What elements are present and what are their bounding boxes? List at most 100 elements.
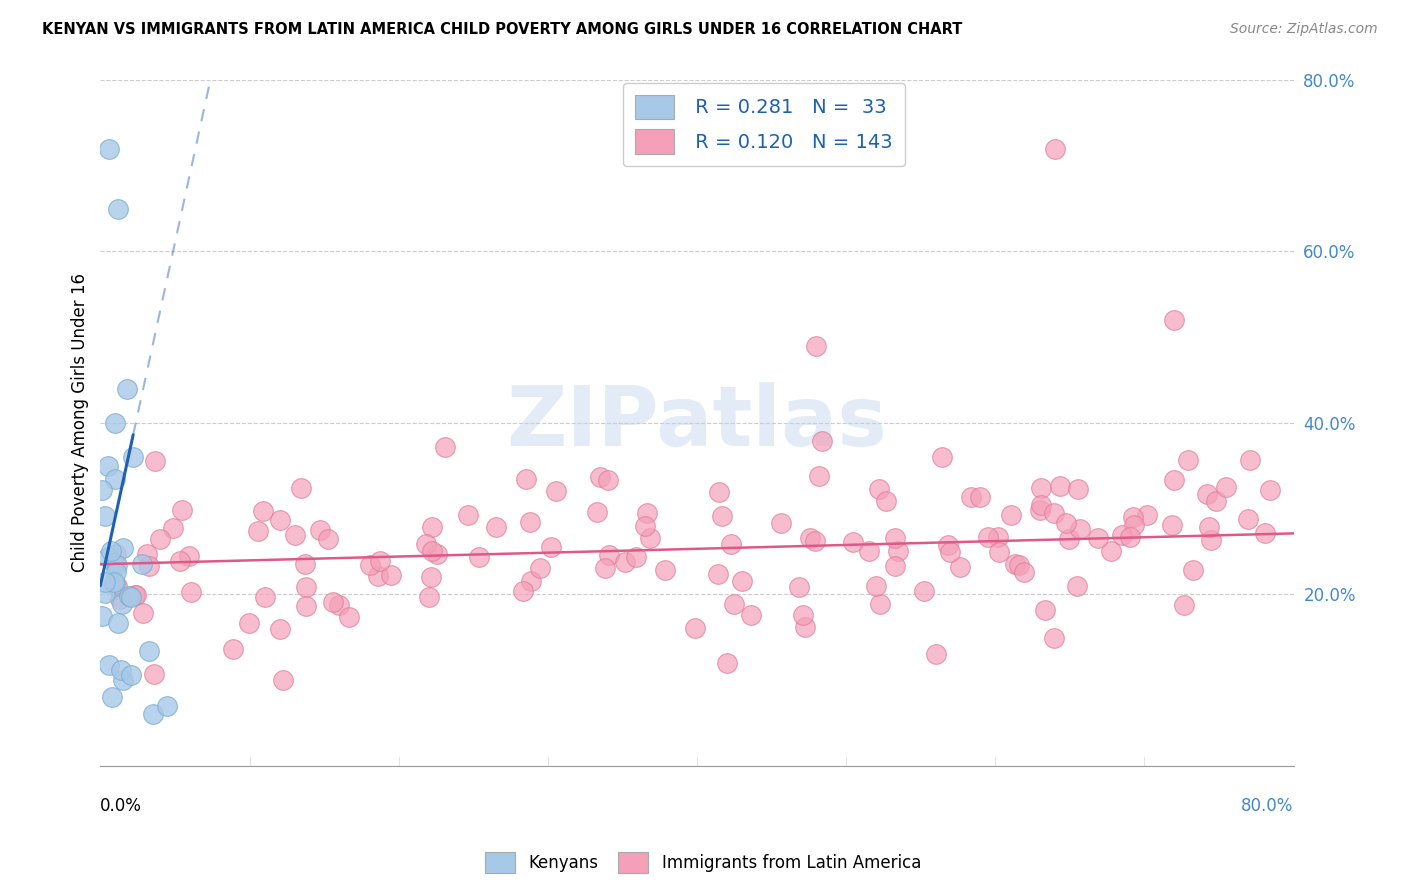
Point: [156, 698, 179, 713]
Point: [1099, 543, 1122, 558]
Point: [1033, 603, 1056, 617]
Point: [939, 545, 962, 559]
Point: [1012, 565, 1035, 579]
Point: [1029, 503, 1052, 517]
Point: [420, 519, 443, 533]
Point: [124, 588, 146, 602]
Point: [842, 534, 865, 549]
Point: [887, 544, 910, 558]
Point: [519, 516, 541, 530]
Point: [104, 416, 127, 430]
Point: [131, 557, 153, 571]
Point: [426, 547, 449, 561]
Point: [988, 545, 1011, 559]
Point: [792, 607, 814, 622]
Point: [468, 549, 491, 564]
Point: [977, 530, 1000, 544]
Point: [122, 450, 145, 464]
Point: [103, 472, 125, 486]
Point: [98, 657, 121, 672]
Point: [589, 470, 612, 484]
Point: [222, 642, 245, 657]
Legend:  R = 0.281   N =  33,  R = 0.120   N = 143: R = 0.281 N = 33, R = 0.120 N = 143: [623, 83, 904, 166]
Point: [803, 533, 825, 548]
Point: [485, 520, 508, 534]
Point: [110, 663, 132, 677]
Point: [924, 647, 946, 661]
Point: [586, 505, 609, 519]
Point: [1049, 479, 1071, 493]
Point: [180, 584, 202, 599]
Point: [138, 644, 160, 658]
Point: [806, 339, 828, 353]
Point: [103, 556, 125, 570]
Point: [238, 615, 260, 630]
Point: [1067, 482, 1090, 496]
Point: [1163, 313, 1185, 327]
Point: [794, 619, 817, 633]
Point: [1059, 532, 1081, 546]
Point: [337, 609, 360, 624]
Point: [1000, 508, 1022, 522]
Point: [1111, 527, 1133, 541]
Point: [1042, 632, 1064, 646]
Point: [294, 558, 316, 572]
Text: KENYAN VS IMMIGRANTS FROM LATIN AMERICA CHILD POVERTY AMONG GIRLS UNDER 16 CORRE: KENYAN VS IMMIGRANTS FROM LATIN AMERICA …: [42, 22, 963, 37]
Point: [936, 538, 959, 552]
Point: [107, 579, 129, 593]
Point: [1122, 509, 1144, 524]
Point: [593, 561, 616, 575]
Point: [709, 485, 731, 500]
Point: [529, 561, 551, 575]
Point: [103, 574, 125, 589]
Point: [143, 666, 166, 681]
Point: [418, 590, 440, 604]
Point: [884, 531, 907, 545]
Point: [309, 523, 332, 537]
Point: [90, 608, 112, 623]
Point: [149, 532, 172, 546]
Point: [1136, 508, 1159, 522]
Point: [367, 569, 389, 583]
Point: [97, 550, 120, 565]
Point: [1173, 598, 1195, 612]
Point: [290, 481, 312, 495]
Legend: Kenyans, Immigrants from Latin America: Kenyans, Immigrants from Latin America: [478, 846, 928, 880]
Point: [271, 673, 294, 687]
Point: [654, 563, 676, 577]
Point: [1004, 558, 1026, 572]
Point: [169, 554, 191, 568]
Point: [865, 579, 887, 593]
Point: [716, 656, 738, 670]
Point: [380, 568, 402, 582]
Point: [787, 581, 810, 595]
Point: [269, 622, 291, 636]
Point: [142, 707, 165, 722]
Point: [520, 574, 543, 589]
Point: [1123, 518, 1146, 533]
Point: [100, 544, 122, 558]
Point: [1043, 142, 1066, 156]
Point: [1029, 499, 1052, 513]
Point: [422, 543, 444, 558]
Point: [740, 607, 762, 622]
Point: [1197, 487, 1219, 501]
Point: [598, 549, 620, 563]
Point: [101, 690, 124, 704]
Point: [138, 559, 160, 574]
Point: [1181, 563, 1204, 577]
Point: [1254, 525, 1277, 540]
Point: [177, 549, 200, 564]
Point: [869, 597, 891, 611]
Point: [112, 541, 135, 555]
Point: [121, 590, 143, 604]
Point: [1205, 493, 1227, 508]
Point: [1198, 520, 1220, 534]
Point: [328, 598, 350, 612]
Point: [97, 458, 120, 473]
Point: [987, 530, 1010, 544]
Point: [115, 382, 138, 396]
Point: [94, 586, 117, 600]
Point: [252, 504, 274, 518]
Point: [711, 508, 734, 523]
